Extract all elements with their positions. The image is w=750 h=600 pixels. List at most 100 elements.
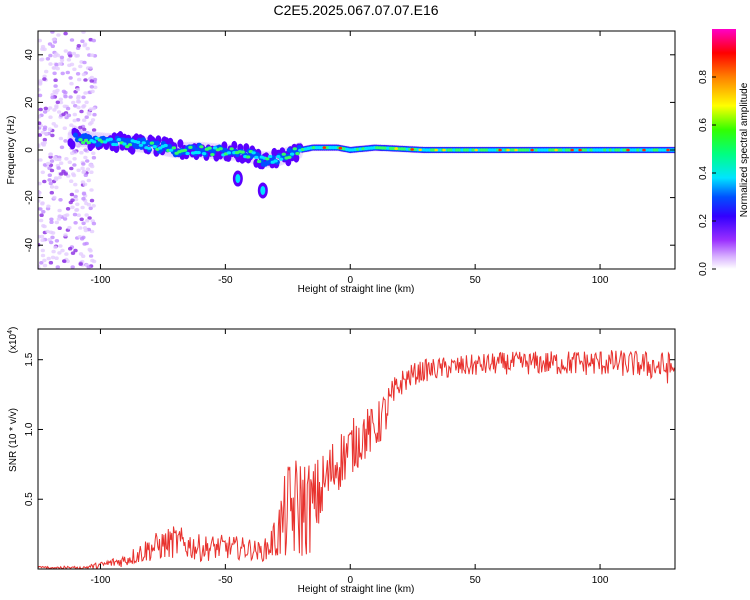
noise-speckle (65, 259, 71, 264)
noise-speckle (38, 158, 43, 162)
noise-speckle (42, 77, 47, 81)
noise-speckle (90, 53, 95, 57)
noise-speckle (83, 173, 89, 177)
ridge-peak (418, 148, 423, 152)
noise-speckle (42, 179, 47, 184)
ridge-core (240, 150, 245, 154)
noise-speckle (59, 161, 64, 165)
ridge-outer (113, 144, 120, 153)
noise-speckle (42, 125, 48, 130)
ridge-core (127, 143, 133, 147)
ridge-peak (626, 148, 630, 152)
ridge-core (92, 140, 97, 144)
x-tick-label: 50 (470, 575, 482, 586)
noise-speckle (52, 71, 57, 76)
noise-speckle (38, 193, 41, 198)
ridge-core (122, 142, 127, 146)
noise-speckle (56, 110, 62, 114)
noise-speckle (47, 173, 52, 177)
ridge-mid (72, 132, 79, 138)
noise-speckle (67, 160, 73, 164)
noise-speckle (40, 238, 45, 242)
noise-speckle (73, 104, 78, 108)
noise-speckle (81, 221, 86, 226)
noise-speckle (61, 89, 67, 94)
noise-speckle (49, 220, 54, 224)
noise-speckle (51, 66, 56, 70)
ridge-peak (474, 148, 479, 152)
noise-speckle (42, 224, 47, 229)
noise-speckle (68, 76, 73, 80)
noise-speckle (47, 42, 53, 46)
noise-speckle (63, 172, 68, 176)
noise-speckle (80, 166, 85, 171)
noise-speckle (76, 44, 82, 48)
noise-speckle (38, 218, 44, 223)
noise-speckle (42, 137, 47, 142)
noise-speckle (66, 58, 72, 62)
noise-speckle (91, 128, 97, 132)
noise-speckle (90, 89, 95, 94)
noise-speckle (89, 188, 94, 192)
noise-speckle (67, 63, 72, 68)
noise-speckle (60, 71, 65, 76)
ridge-core (108, 137, 113, 141)
noise-speckle (38, 107, 43, 112)
noise-speckle (81, 95, 86, 100)
noise-speckle (73, 182, 78, 187)
noise-speckle (44, 131, 49, 136)
noise-speckle (80, 205, 85, 210)
noise-speckle (89, 229, 95, 234)
noise-speckle (54, 256, 59, 261)
snr-x-axis: -100 -50 0 50 100 (90, 329, 609, 586)
noise-speckle (38, 93, 43, 98)
noise-speckle (81, 170, 86, 175)
noise-speckle (49, 168, 55, 173)
ridge-peak (578, 148, 582, 152)
noise-speckle (85, 159, 90, 163)
noise-speckle (57, 251, 62, 255)
noise-speckle (72, 112, 78, 117)
ridge-core (152, 145, 157, 149)
noise-speckle (57, 157, 62, 162)
colorbar-ticks: 0.0 0.2 0.4 0.6 0.8 (698, 70, 716, 276)
noise-speckle (73, 197, 79, 202)
noise-speckle (49, 240, 54, 245)
noise-speckle (72, 118, 77, 123)
noise-speckle (84, 241, 89, 246)
ridge-core (218, 147, 223, 151)
noise-speckle (42, 110, 48, 114)
ridge-mid (190, 144, 196, 150)
noise-speckle (91, 38, 97, 43)
noise-speckle (40, 57, 45, 62)
noise-speckle (91, 151, 96, 155)
snr-y-label: SNR (10 * v/v) (8, 408, 19, 472)
ridge-peak (394, 147, 399, 150)
noise-speckle (74, 208, 79, 212)
ridge-core (185, 151, 190, 156)
ridge-core (182, 148, 188, 152)
noise-speckle (75, 72, 81, 76)
noise-speckle (70, 205, 75, 210)
ridge-core (125, 145, 130, 149)
noise-speckle (65, 207, 71, 211)
noise-speckle (93, 85, 98, 90)
noise-speckle (66, 113, 72, 118)
noise-speckle (69, 192, 75, 197)
noise-speckle (60, 248, 65, 253)
noise-speckle (72, 67, 77, 72)
noise-speckle (89, 198, 95, 203)
ridge-core (254, 155, 259, 159)
ridge-core (256, 159, 262, 164)
noise-speckle (59, 58, 65, 63)
noise-speckle (52, 108, 57, 112)
snr-frame (37, 328, 676, 570)
noise-speckle (64, 252, 69, 256)
noise-speckle (82, 42, 88, 46)
ridge-outer (293, 153, 300, 163)
noise-speckle (63, 49, 68, 53)
noise-speckle (54, 52, 59, 56)
noise-speckle (83, 148, 88, 152)
noise-speckle (92, 112, 97, 117)
